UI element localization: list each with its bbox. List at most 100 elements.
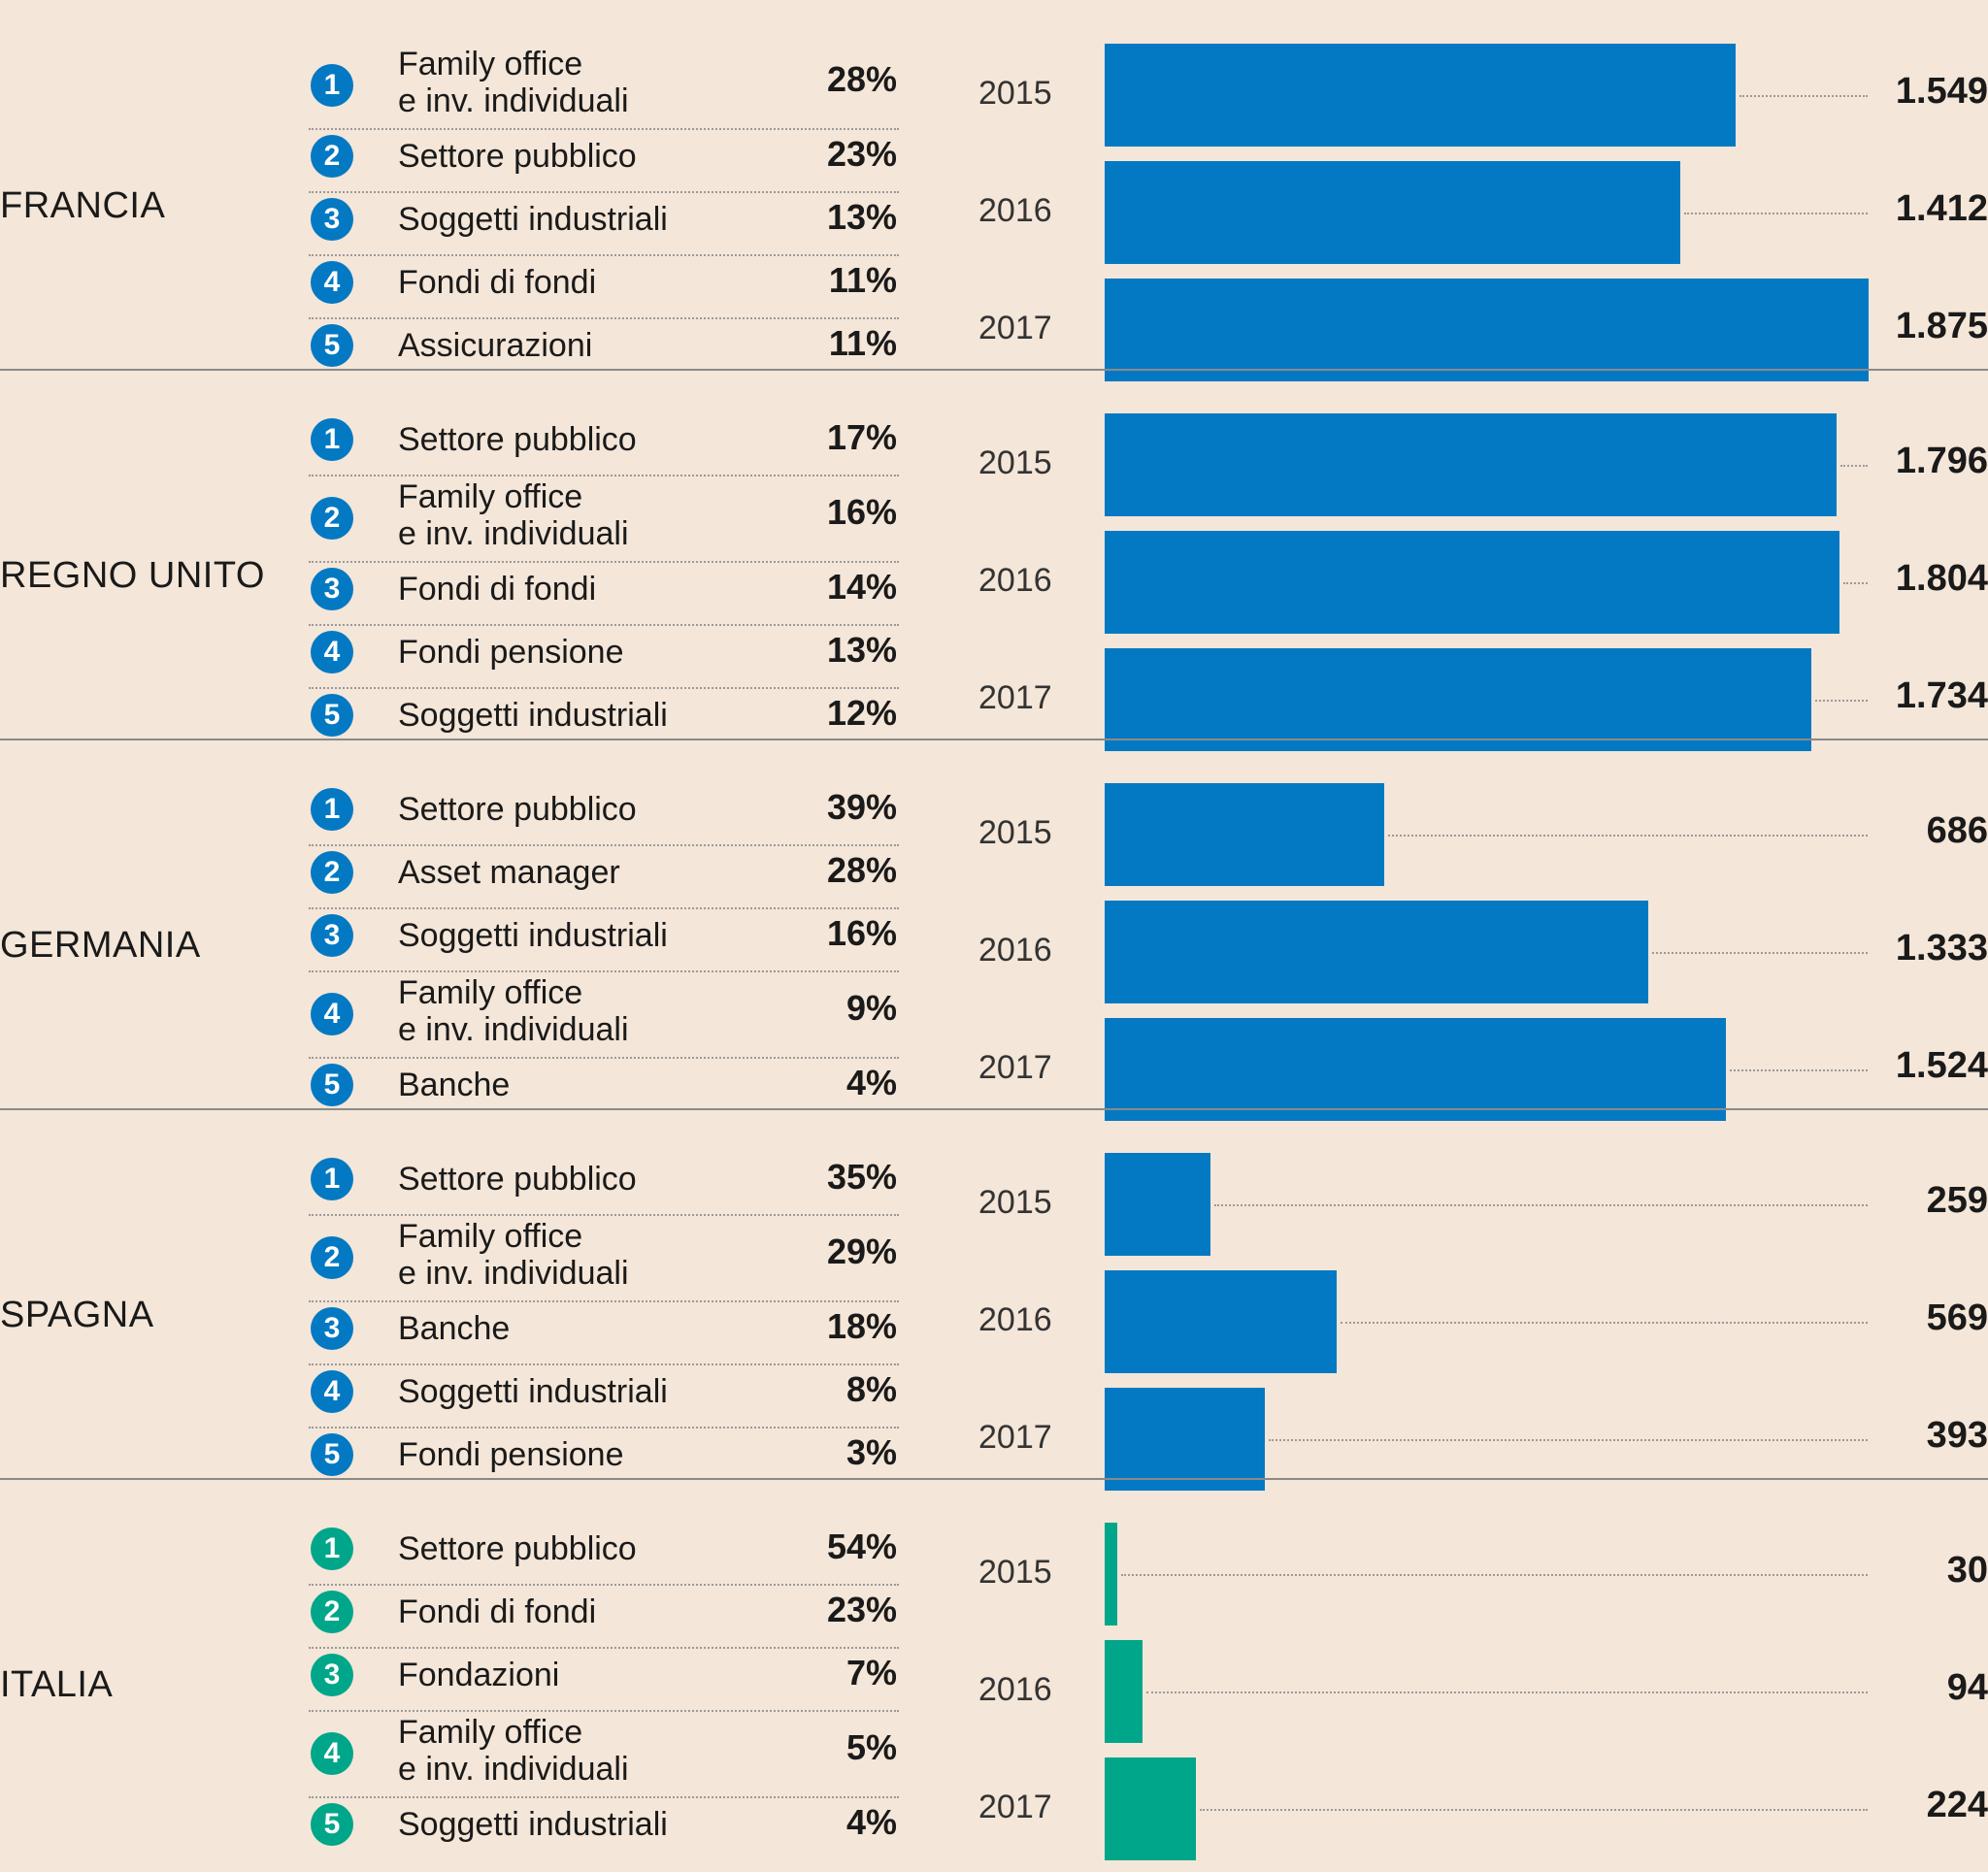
rank-row: 4 Fondi pensione 13% — [309, 624, 899, 689]
year-label: 2016 — [978, 932, 1052, 969]
rank-badge: 4 — [311, 992, 353, 1035]
rank-percent: 23% — [826, 1589, 897, 1629]
leader-line — [1840, 465, 1868, 467]
leader-line — [1388, 835, 1868, 837]
rank-row: 5 Assicurazioni 11% — [309, 317, 899, 380]
bar-2017 — [1105, 1388, 1265, 1491]
year-label: 2017 — [978, 1789, 1052, 1825]
rank-row: 4 Family office e inv. individuali 9% — [309, 970, 899, 1059]
rank-label: Soggetti industriali — [398, 696, 668, 734]
bar-2015 — [1105, 783, 1384, 886]
bar-value-label: 686 — [1926, 810, 1988, 851]
rank-badge: 2 — [311, 1235, 353, 1279]
rank-badge: 4 — [311, 1731, 353, 1775]
bar-2017 — [1105, 279, 1869, 381]
leader-line — [1214, 1204, 1868, 1206]
bar-2015 — [1105, 1523, 1117, 1626]
rank-row: 3 Soggetti industriali 13% — [309, 191, 899, 256]
rank-label: Fondi di fondi — [398, 570, 597, 608]
rank-row: 5 Fondi pensione 3% — [309, 1427, 899, 1490]
rank-percent: 3% — [845, 1431, 897, 1472]
bar-value-label: 1.796 — [1895, 441, 1988, 481]
bar-2015 — [1105, 413, 1837, 516]
rank-badge: 4 — [311, 260, 353, 304]
year-label: 2016 — [978, 562, 1052, 599]
rank-label: Banche — [398, 1309, 511, 1347]
bar-2016 — [1105, 1270, 1337, 1373]
bar-2017 — [1105, 1757, 1196, 1860]
rank-percent: 14% — [826, 566, 897, 607]
rank-percent: 5% — [845, 1726, 897, 1767]
year-label: 2015 — [978, 75, 1052, 112]
rank-badge: 2 — [311, 134, 353, 178]
rank-percent: 12% — [826, 692, 897, 733]
rank-label: Settore pubblico — [398, 1529, 637, 1567]
rank-badge: 2 — [311, 1590, 353, 1633]
rank-percent: 54% — [826, 1526, 897, 1566]
rank-badge: 4 — [311, 630, 353, 673]
rank-percent: 28% — [826, 58, 897, 99]
bar-value-label: 1.412 — [1895, 188, 1988, 229]
rank-percent: 9% — [845, 987, 897, 1028]
leader-line — [1200, 1809, 1868, 1811]
bar-value-label: 1.549 — [1895, 71, 1988, 112]
rank-percent: 39% — [826, 786, 897, 827]
rank-label: Family office e inv. individuali — [398, 478, 629, 552]
rank-percent: 17% — [826, 416, 897, 457]
rank-percent: 18% — [826, 1305, 897, 1346]
bar-2016 — [1105, 531, 1839, 634]
rank-label: Family office e inv. individuali — [398, 974, 629, 1048]
rank-percent: 7% — [845, 1652, 897, 1692]
rank-row: 4 Fondi di fondi 11% — [309, 254, 899, 319]
rank-row: 3 Soggetti industriali 16% — [309, 907, 899, 972]
rank-row: 2 Family office e inv. individuali 16% — [309, 475, 899, 563]
rank-row: 1 Family office e inv. individuali 28% — [309, 42, 899, 130]
leader-line — [1843, 582, 1868, 584]
rank-row: 5 Soggetti industriali 12% — [309, 687, 899, 750]
rank-label: Family office e inv. individuali — [398, 46, 629, 119]
rank-row: 5 Banche 4% — [309, 1057, 899, 1120]
rank-percent: 16% — [826, 912, 897, 953]
rank-label: Settore pubblico — [398, 790, 637, 828]
year-label: 2015 — [978, 444, 1052, 481]
rank-badge: 3 — [311, 1306, 353, 1350]
rank-label: Settore pubblico — [398, 137, 637, 175]
bar-value-label: 393 — [1926, 1415, 1988, 1456]
rank-row: 1 Settore pubblico 39% — [309, 781, 899, 846]
rank-label: Family office e inv. individuali — [398, 1218, 629, 1292]
rank-badge: 1 — [311, 1157, 353, 1200]
rank-label: Soggetti industriali — [398, 1372, 668, 1410]
leader-line — [1730, 1069, 1868, 1071]
rank-label: Soggetti industriali — [398, 916, 668, 954]
rank-badge: 3 — [311, 197, 353, 241]
leader-line — [1740, 95, 1868, 97]
leader-line — [1684, 213, 1868, 214]
year-label: 2017 — [978, 1419, 1052, 1456]
rank-percent: 23% — [826, 133, 897, 174]
rank-row: 5 Soggetti industriali 4% — [309, 1796, 899, 1859]
rank-badge: 5 — [311, 1802, 353, 1846]
rank-badge: 5 — [311, 693, 353, 737]
bar-value-label: 1.804 — [1895, 558, 1988, 599]
rank-label: Family office e inv. individuali — [398, 1714, 629, 1788]
bar-value-label: 224 — [1926, 1785, 1988, 1825]
rank-badge: 1 — [311, 417, 353, 461]
rank-badge: 3 — [311, 1653, 353, 1696]
rank-row: 2 Settore pubblico 23% — [309, 128, 899, 193]
rank-label: Fondi pensione — [398, 1435, 624, 1473]
rank-percent: 16% — [826, 491, 897, 532]
rank-row: 2 Family office e inv. individuali 29% — [309, 1214, 899, 1302]
rank-badge: 4 — [311, 1369, 353, 1413]
rank-row: 3 Fondi di fondi 14% — [309, 561, 899, 626]
section-divider — [0, 1478, 1988, 1480]
leader-line — [1146, 1691, 1868, 1693]
rank-percent: 11% — [828, 322, 897, 363]
rank-badge: 1 — [311, 1527, 353, 1570]
rank-badge: 5 — [311, 323, 353, 367]
rank-label: Fondi di fondi — [398, 1593, 597, 1630]
country-section: GERMANIA 1 Settore pubblico 39% 2 Asset manag… — [0, 739, 1988, 1121]
bar-value-label: 1.524 — [1895, 1045, 1988, 1086]
rank-badge: 2 — [311, 850, 353, 894]
rank-badge: 5 — [311, 1432, 353, 1476]
section-divider — [0, 1108, 1988, 1110]
